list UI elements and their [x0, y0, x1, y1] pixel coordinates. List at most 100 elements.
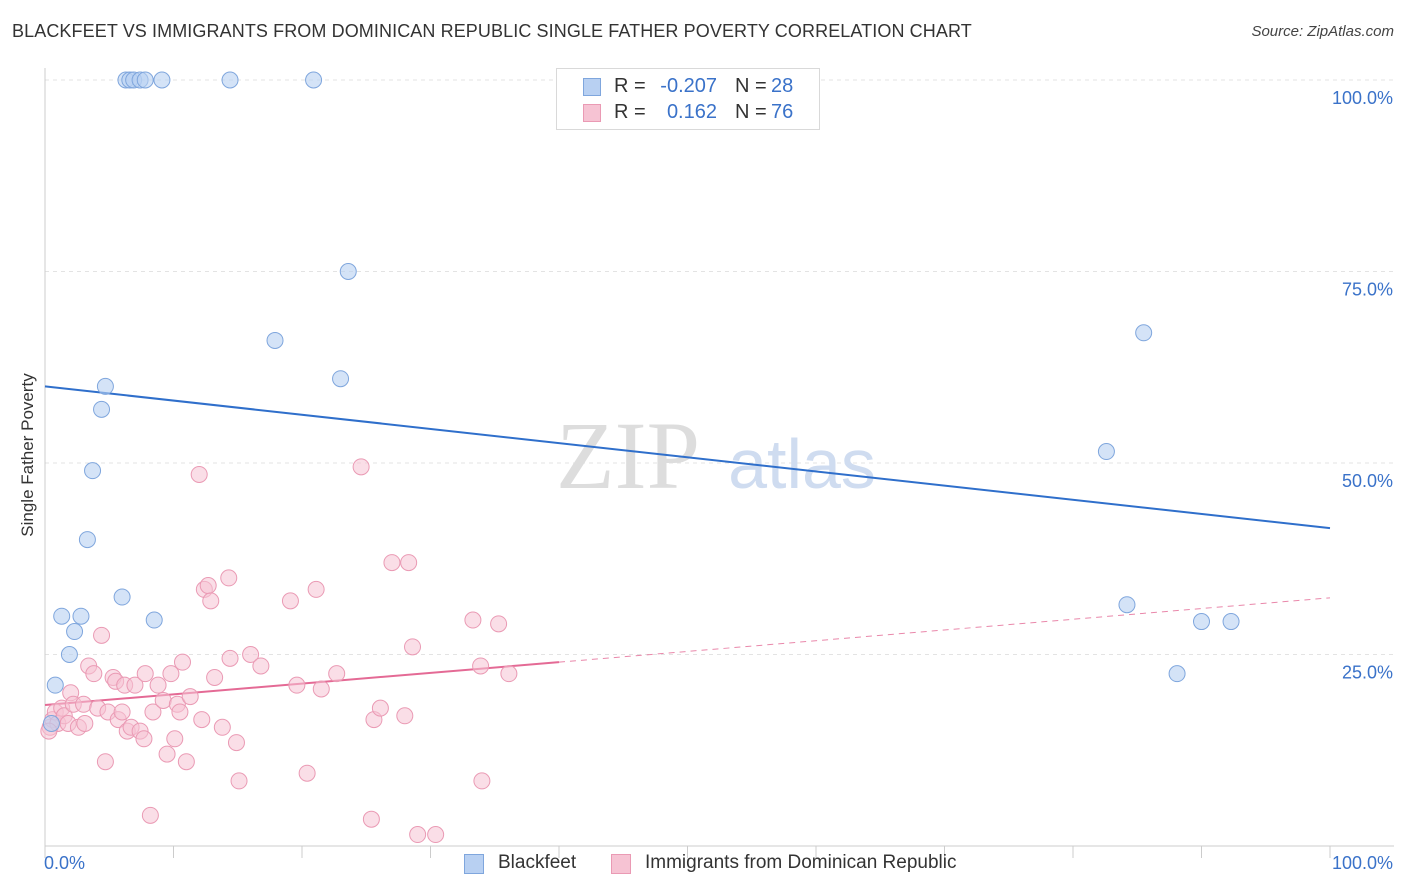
data-point-blackfeet — [53, 607, 71, 625]
legend-row-blackfeet: R = -0.207 N = 28 — [557, 75, 819, 101]
data-point-dominican — [135, 730, 153, 748]
y-tick-label: 25.0% — [1342, 663, 1393, 683]
data-point-dominican — [362, 810, 380, 828]
x-tick-label-max: 100.0% — [1332, 853, 1393, 873]
legend-r-value: 0.162 — [666, 101, 717, 123]
x-tick-label-min: 0.0% — [44, 853, 85, 873]
data-point-blackfeet — [145, 611, 163, 629]
y-tick-label: 75.0% — [1342, 280, 1393, 300]
data-point-dominican — [383, 554, 401, 572]
legend-n-value: 76 — [771, 101, 794, 123]
legend-n-label: N = — [735, 75, 767, 97]
data-point-dominican — [154, 691, 172, 709]
data-point-dominican — [149, 676, 167, 694]
data-point-dominican — [288, 676, 306, 694]
data-point-dominican — [227, 734, 245, 752]
data-point-blackfeet — [1193, 613, 1210, 631]
legend-n-label: N = — [735, 101, 767, 123]
data-point-dominican — [427, 826, 445, 844]
data-point-blackfeet — [84, 462, 102, 480]
data-point-dominican — [199, 577, 217, 595]
data-point-dominican — [158, 745, 176, 763]
trend-line-blackfeet — [44, 385, 1331, 530]
legend-r-label: R = — [614, 101, 646, 123]
data-point-blackfeet — [1118, 596, 1136, 614]
data-point-blackfeet — [266, 331, 284, 349]
data-point-blackfeet — [66, 623, 84, 641]
data-point-dominican — [328, 665, 346, 683]
data-point-dominican — [490, 615, 508, 633]
data-point-dominican — [177, 753, 195, 771]
data-point-blackfeet — [153, 71, 171, 89]
data-point-blackfeet — [332, 370, 350, 388]
correlation-legend: R = -0.207 N = 28 R = 0.162 N = 76 — [556, 68, 820, 130]
chart-title: BLACKFEET VS IMMIGRANTS FROM DOMINICAN R… — [12, 21, 972, 41]
data-point-dominican — [307, 580, 325, 598]
legend-swatch-dominican — [583, 104, 601, 122]
data-point-dominican — [396, 707, 414, 725]
data-point-dominican — [473, 772, 491, 790]
data-point-dominican — [85, 665, 103, 683]
data-point-dominican — [242, 646, 260, 663]
data-point-dominican — [500, 665, 518, 683]
data-point-dominican — [96, 753, 114, 771]
points-blackfeet — [42, 71, 1240, 732]
data-point-dominican — [230, 772, 248, 790]
data-point-blackfeet — [96, 377, 114, 395]
data-point-dominican — [113, 703, 131, 721]
bottom-legend-label-dominican: Immigrants from Dominican Republic — [645, 852, 957, 873]
data-point-blackfeet — [72, 607, 90, 625]
data-point-dominican — [171, 703, 189, 721]
data-point-blackfeet — [42, 714, 60, 732]
bottom-legend-swatch-dominican — [611, 854, 631, 874]
y-tick-label: 50.0% — [1342, 471, 1393, 491]
data-point-blackfeet — [221, 71, 239, 89]
data-point-dominican — [202, 592, 220, 610]
data-point-dominican — [126, 676, 144, 694]
data-point-dominican — [352, 458, 370, 476]
data-point-dominican — [162, 665, 180, 683]
bottom-legend-label-blackfeet: Blackfeet — [498, 852, 577, 873]
gridlines — [45, 79, 1394, 655]
data-point-dominican — [136, 665, 154, 683]
data-point-dominican — [75, 695, 93, 713]
data-point-dominican — [312, 680, 330, 698]
data-point-blackfeet — [1097, 443, 1115, 461]
legend-n-value: 28 — [771, 75, 794, 97]
legend-swatch-blackfeet — [583, 78, 601, 96]
data-point-dominican — [221, 649, 239, 667]
source-credit: Source: ZipAtlas.com — [1251, 23, 1394, 40]
watermark: ZIP atlas — [556, 402, 876, 509]
data-point-blackfeet — [1135, 324, 1153, 342]
data-point-blackfeet — [305, 71, 323, 89]
data-point-blackfeet — [78, 531, 96, 549]
data-point-dominican — [404, 638, 422, 656]
data-point-blackfeet — [1222, 613, 1240, 631]
data-point-dominican — [190, 465, 208, 483]
trend-line-dominican-extension — [558, 597, 1331, 663]
data-point-dominican — [173, 653, 191, 671]
data-point-dominican — [371, 699, 389, 717]
data-point-dominican — [141, 806, 159, 824]
legend-r-value: -0.207 — [660, 75, 717, 97]
data-point-blackfeet — [46, 676, 64, 694]
data-point-blackfeet — [136, 71, 154, 89]
points-immigrants-dominican-republic — [40, 458, 518, 844]
data-point-dominican — [93, 626, 111, 644]
data-point-dominican — [400, 554, 418, 572]
data-point-dominican — [193, 711, 211, 729]
y-tick-label: 100.0% — [1332, 88, 1393, 108]
tick-labels: 25.0% 50.0% 75.0% 100.0% 0.0% 100.0% — [44, 88, 1393, 873]
data-point-dominican — [144, 703, 162, 721]
data-point-dominican — [220, 569, 238, 587]
data-point-blackfeet — [93, 400, 111, 418]
data-point-blackfeet — [339, 263, 357, 280]
data-point-dominican — [166, 730, 184, 748]
data-point-dominican — [464, 611, 482, 629]
data-point-dominican — [281, 592, 299, 610]
data-point-blackfeet — [60, 646, 78, 663]
bottom-legend-swatch-blackfeet — [464, 854, 484, 874]
legend-r-label: R = — [614, 75, 646, 97]
data-point-blackfeet — [113, 588, 131, 606]
